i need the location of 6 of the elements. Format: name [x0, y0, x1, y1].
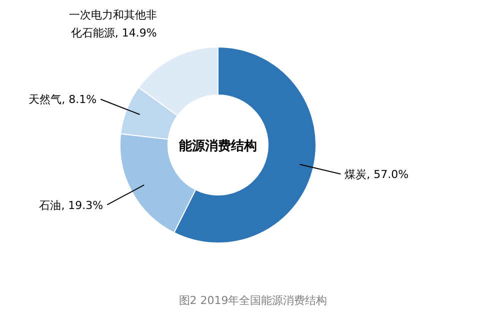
text: 图2 2019年全国能源消费结构	[178, 294, 328, 307]
slice-label: 一次电力和其他非化石能源, 14.9%	[68, 8, 157, 40]
slice-label: 煤炭, 57.0%	[344, 168, 409, 182]
slice-label: 天然气, 8.1%	[28, 93, 97, 106]
slice-label: 石油, 19.3%	[39, 198, 104, 212]
text: 能源消费结构	[179, 138, 257, 154]
